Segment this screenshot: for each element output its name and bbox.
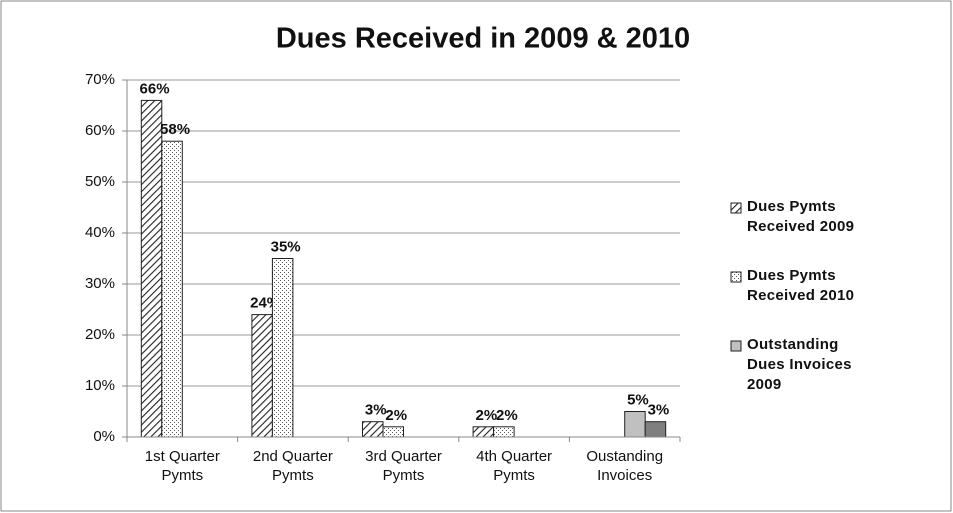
legend-swatch [730,271,742,283]
data-label: 2% [385,407,407,424]
y-tick-label: 30% [85,275,115,292]
bar [362,421,384,438]
legend-swatch [730,202,742,214]
data-label: 3% [648,402,670,419]
x-tick-label: 3rd Quarter Pymts [365,448,442,484]
legend-label: Outstanding Dues Invoices 2009 [747,336,852,393]
y-tick-label: 0% [93,428,115,445]
data-label: 66% [140,80,170,97]
bar [472,426,495,438]
x-tick-label: Oustanding Invoices [586,448,664,484]
y-tick-label: 50% [85,173,115,190]
y-tick-label: 10% [85,377,115,394]
data-label: 5% [627,391,649,408]
x-tick-label: 4th Quarter Pymts [476,448,553,484]
bar [624,411,646,438]
legend-swatch [730,340,742,352]
bar [251,314,273,438]
bar [161,140,183,438]
bar [140,99,163,438]
data-label: 3% [365,402,387,419]
chart-title: Dues Received in 2009 & 2010 [276,23,690,55]
x-tick-label: 1st Quarter Pymts [144,448,220,484]
data-label: 58% [160,121,190,138]
bar [493,426,515,438]
y-tick-label: 60% [85,122,115,139]
legend-label: Dues Pymts Received 2009 [747,198,855,235]
data-label: 2% [496,407,518,424]
data-label: 35% [271,238,301,255]
y-tick-label: 70% [85,71,115,88]
legend-label: Dues Pymts Received 2010 [747,267,855,304]
y-tick-label: 20% [85,326,115,343]
y-tick-label: 40% [85,224,115,241]
x-tick-label: 2nd Quarter Pymts [252,448,333,484]
data-label: 2% [476,407,498,424]
bar [644,421,667,438]
bar [271,258,294,438]
bar [382,426,404,438]
